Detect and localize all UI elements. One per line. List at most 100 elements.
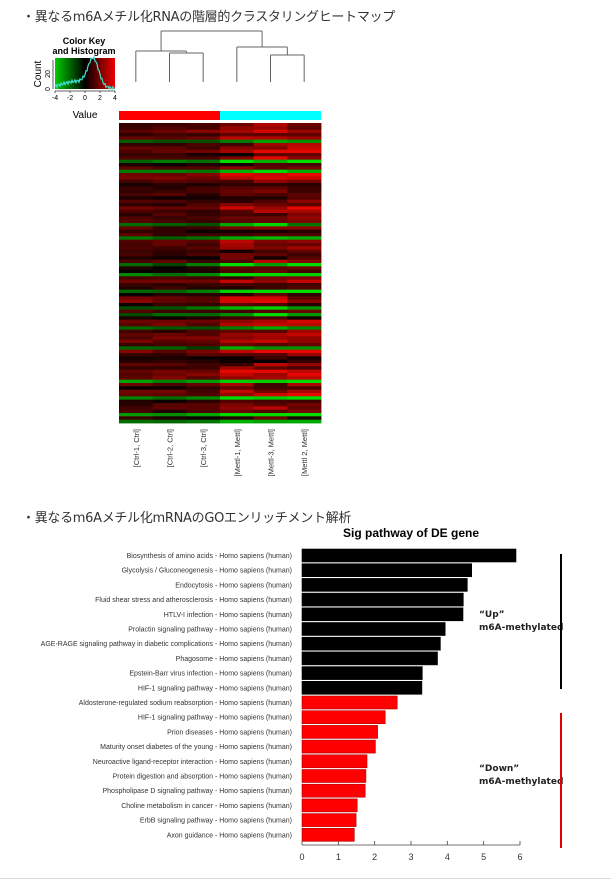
- heatmap-cell: [186, 203, 221, 207]
- heatmap-cell: [186, 216, 221, 221]
- heatmap-cell: [220, 279, 255, 284]
- heatmap-cell: [287, 146, 322, 151]
- heatmap-cell: [119, 416, 154, 421]
- heatmap-cell: [220, 409, 255, 414]
- heatmap-cell: [119, 129, 154, 134]
- heatmap-cell: [119, 176, 154, 181]
- heatmap-cell: [253, 206, 288, 211]
- heatmap-cell: [220, 223, 255, 227]
- heatmap-cell: [220, 346, 255, 351]
- heatmap-cell: [253, 319, 288, 324]
- category-label: Fluid shear stress and atherosclerosis -…: [95, 597, 292, 604]
- heatmap-cell: [186, 313, 221, 317]
- heatmap-cell: [186, 396, 221, 401]
- heatmap-cell: [253, 363, 288, 367]
- heatmap-cell: [119, 143, 154, 147]
- category-labels: Biosynthesis of amino acids - Homo sapie…: [41, 553, 292, 839]
- column-label: [Ctrl-2, Ctrl]: [166, 429, 175, 467]
- bar: [301, 592, 464, 607]
- heatmap-cell: [186, 233, 221, 237]
- heatmap-cell: [119, 346, 154, 351]
- heatmap-cell: [220, 176, 255, 181]
- heatmap-cell: [186, 213, 221, 217]
- heatmap-cell: [253, 236, 288, 241]
- heatmap-cell: [253, 123, 288, 127]
- heatmap-cell: [119, 153, 154, 157]
- heatmap-cell: [220, 229, 255, 234]
- heatmap-cell: [186, 289, 221, 294]
- heatmap-cell: [186, 166, 221, 171]
- heatmap-cell: [287, 239, 322, 244]
- heatmap-cell: [119, 229, 154, 234]
- heatmap-cell: [119, 253, 154, 257]
- heatmap-cell: [287, 259, 322, 264]
- color-key-y-tick-label: 0: [45, 87, 52, 91]
- heatmap-cell: [186, 123, 221, 127]
- column-label: [Ctrl-1, Ctrl]: [132, 429, 141, 467]
- heatmap-cell: [186, 329, 221, 334]
- heatmap-cell: [152, 156, 187, 161]
- heatmap-cell: [253, 193, 288, 197]
- heatmap-cell: [287, 163, 322, 167]
- heatmap-cell: [186, 359, 221, 364]
- heatmap-cell: [152, 389, 187, 394]
- column-label: [Mettl 2, Mettl]: [300, 429, 309, 476]
- heatmap-cell: [119, 133, 154, 137]
- heatmap-cell: [152, 349, 187, 354]
- heatmap-cell: [119, 203, 154, 207]
- heatmap-cell: [253, 266, 288, 271]
- heatmap-cell: [119, 403, 154, 407]
- heatmap-cell: [220, 336, 255, 341]
- heatmap-cell: [253, 256, 288, 261]
- heatmap-cell: [287, 369, 322, 374]
- heatmap-cell: [253, 253, 288, 257]
- heatmap-cell: [287, 183, 322, 187]
- heatmap-cell: [220, 373, 255, 377]
- heatmap-cell: [186, 246, 221, 251]
- heatmap-cell: [287, 133, 322, 137]
- heatmap-cell: [253, 163, 288, 167]
- annotation-down-line1: “Down”: [479, 764, 519, 774]
- heatmap-cell: [186, 223, 221, 227]
- heatmap-cell: [119, 206, 154, 211]
- heatmap-cell: [287, 406, 322, 411]
- heatmap-cell: [287, 229, 322, 234]
- heatmap-cell: [119, 323, 154, 327]
- heatmap-cell: [119, 366, 154, 371]
- heatmap-cell: [186, 373, 221, 377]
- heatmap-cell: [220, 296, 255, 301]
- heatmap-cell: [186, 333, 221, 337]
- category-label: HIF-1 signaling pathway - Homo sapiens (…: [138, 685, 292, 692]
- category-label: Prolactin signaling pathway - Homo sapie…: [128, 627, 292, 634]
- category-label: Protein digestion and absorption - Homo …: [113, 774, 292, 781]
- heatmap-cell: [186, 409, 221, 414]
- heatmap-cell: [119, 159, 154, 164]
- heatmap-cell: [186, 163, 221, 167]
- heatmap-cell: [119, 249, 154, 254]
- heatmap-cell: [220, 283, 255, 287]
- heatmap-cell: [287, 293, 322, 297]
- heatmap-cell: [287, 123, 322, 127]
- heatmap-cell: [152, 179, 187, 184]
- heatmap-cell: [253, 203, 288, 207]
- heatmap-cell: [152, 386, 187, 391]
- heatmap-cell: [253, 149, 288, 154]
- heatmap-cell: [152, 123, 187, 127]
- heatmap-cell: [220, 289, 255, 294]
- heatmap-cell: [186, 416, 221, 421]
- heatmap-cell: [253, 303, 288, 307]
- heatmap-cell: [220, 243, 255, 247]
- x-tick-label: 2: [372, 852, 377, 862]
- heatmap-cell: [253, 356, 288, 361]
- heatmap-cell: [186, 253, 221, 257]
- heatmap-cell: [287, 273, 322, 277]
- heatmap-cell: [287, 323, 322, 327]
- heatmap-cell: [152, 353, 187, 357]
- heatmap-cell: [119, 296, 154, 301]
- heatmap-cell: [287, 333, 322, 337]
- heatmap-cell: [186, 229, 221, 234]
- heatmap-cell: [253, 276, 288, 281]
- heatmap-cell: [186, 259, 221, 264]
- heatmap-cell: [186, 153, 221, 157]
- heatmap-cell: [186, 323, 221, 327]
